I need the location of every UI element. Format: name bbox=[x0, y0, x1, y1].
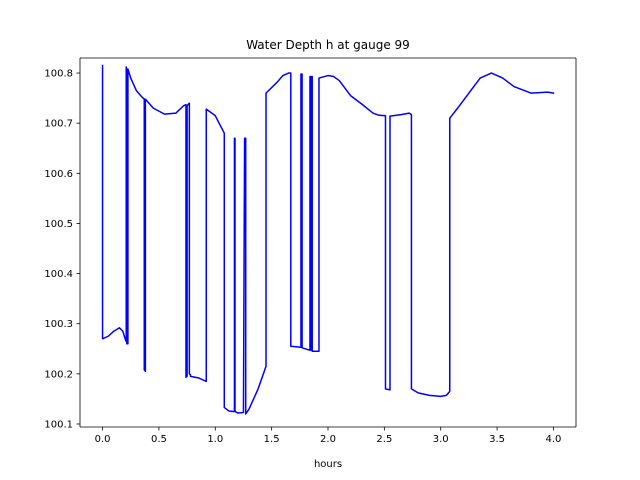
x-tick-label: 2.0 bbox=[320, 434, 336, 445]
y-tick-label: 100.7 bbox=[44, 119, 73, 130]
y-tick-label: 100.8 bbox=[44, 69, 73, 80]
x-tick-label: 3.0 bbox=[433, 434, 449, 445]
x-axis-label: hours bbox=[314, 459, 342, 470]
x-tick-label: 3.5 bbox=[489, 434, 505, 445]
y-tick-label: 100.4 bbox=[44, 269, 73, 280]
y-tick-label: 100.2 bbox=[44, 369, 73, 380]
x-tick-label: 1.5 bbox=[264, 434, 280, 445]
y-tick-label: 100.5 bbox=[44, 219, 73, 230]
series-line-0 bbox=[101, 64, 555, 415]
y-tick-label: 100.6 bbox=[44, 169, 73, 180]
x-tick-label: 0.5 bbox=[151, 434, 167, 445]
y-tick-label: 100.1 bbox=[44, 419, 73, 430]
x-tick-label: 2.5 bbox=[376, 434, 392, 445]
x-tick-label: 0.0 bbox=[95, 434, 111, 445]
series-layer bbox=[101, 64, 555, 415]
axes-layer: 0.0 0.5 1.0 1.5 2.0 2.5 3.0 3.5 4.0 100.1 100.2 100… bbox=[44, 57, 577, 445]
chart-title: Water Depth h at gauge 99 bbox=[246, 38, 410, 52]
x-tick-label: 4.0 bbox=[546, 434, 562, 445]
x-tick-label: 1.0 bbox=[207, 434, 223, 445]
y-tick-label: 100.3 bbox=[44, 319, 73, 330]
